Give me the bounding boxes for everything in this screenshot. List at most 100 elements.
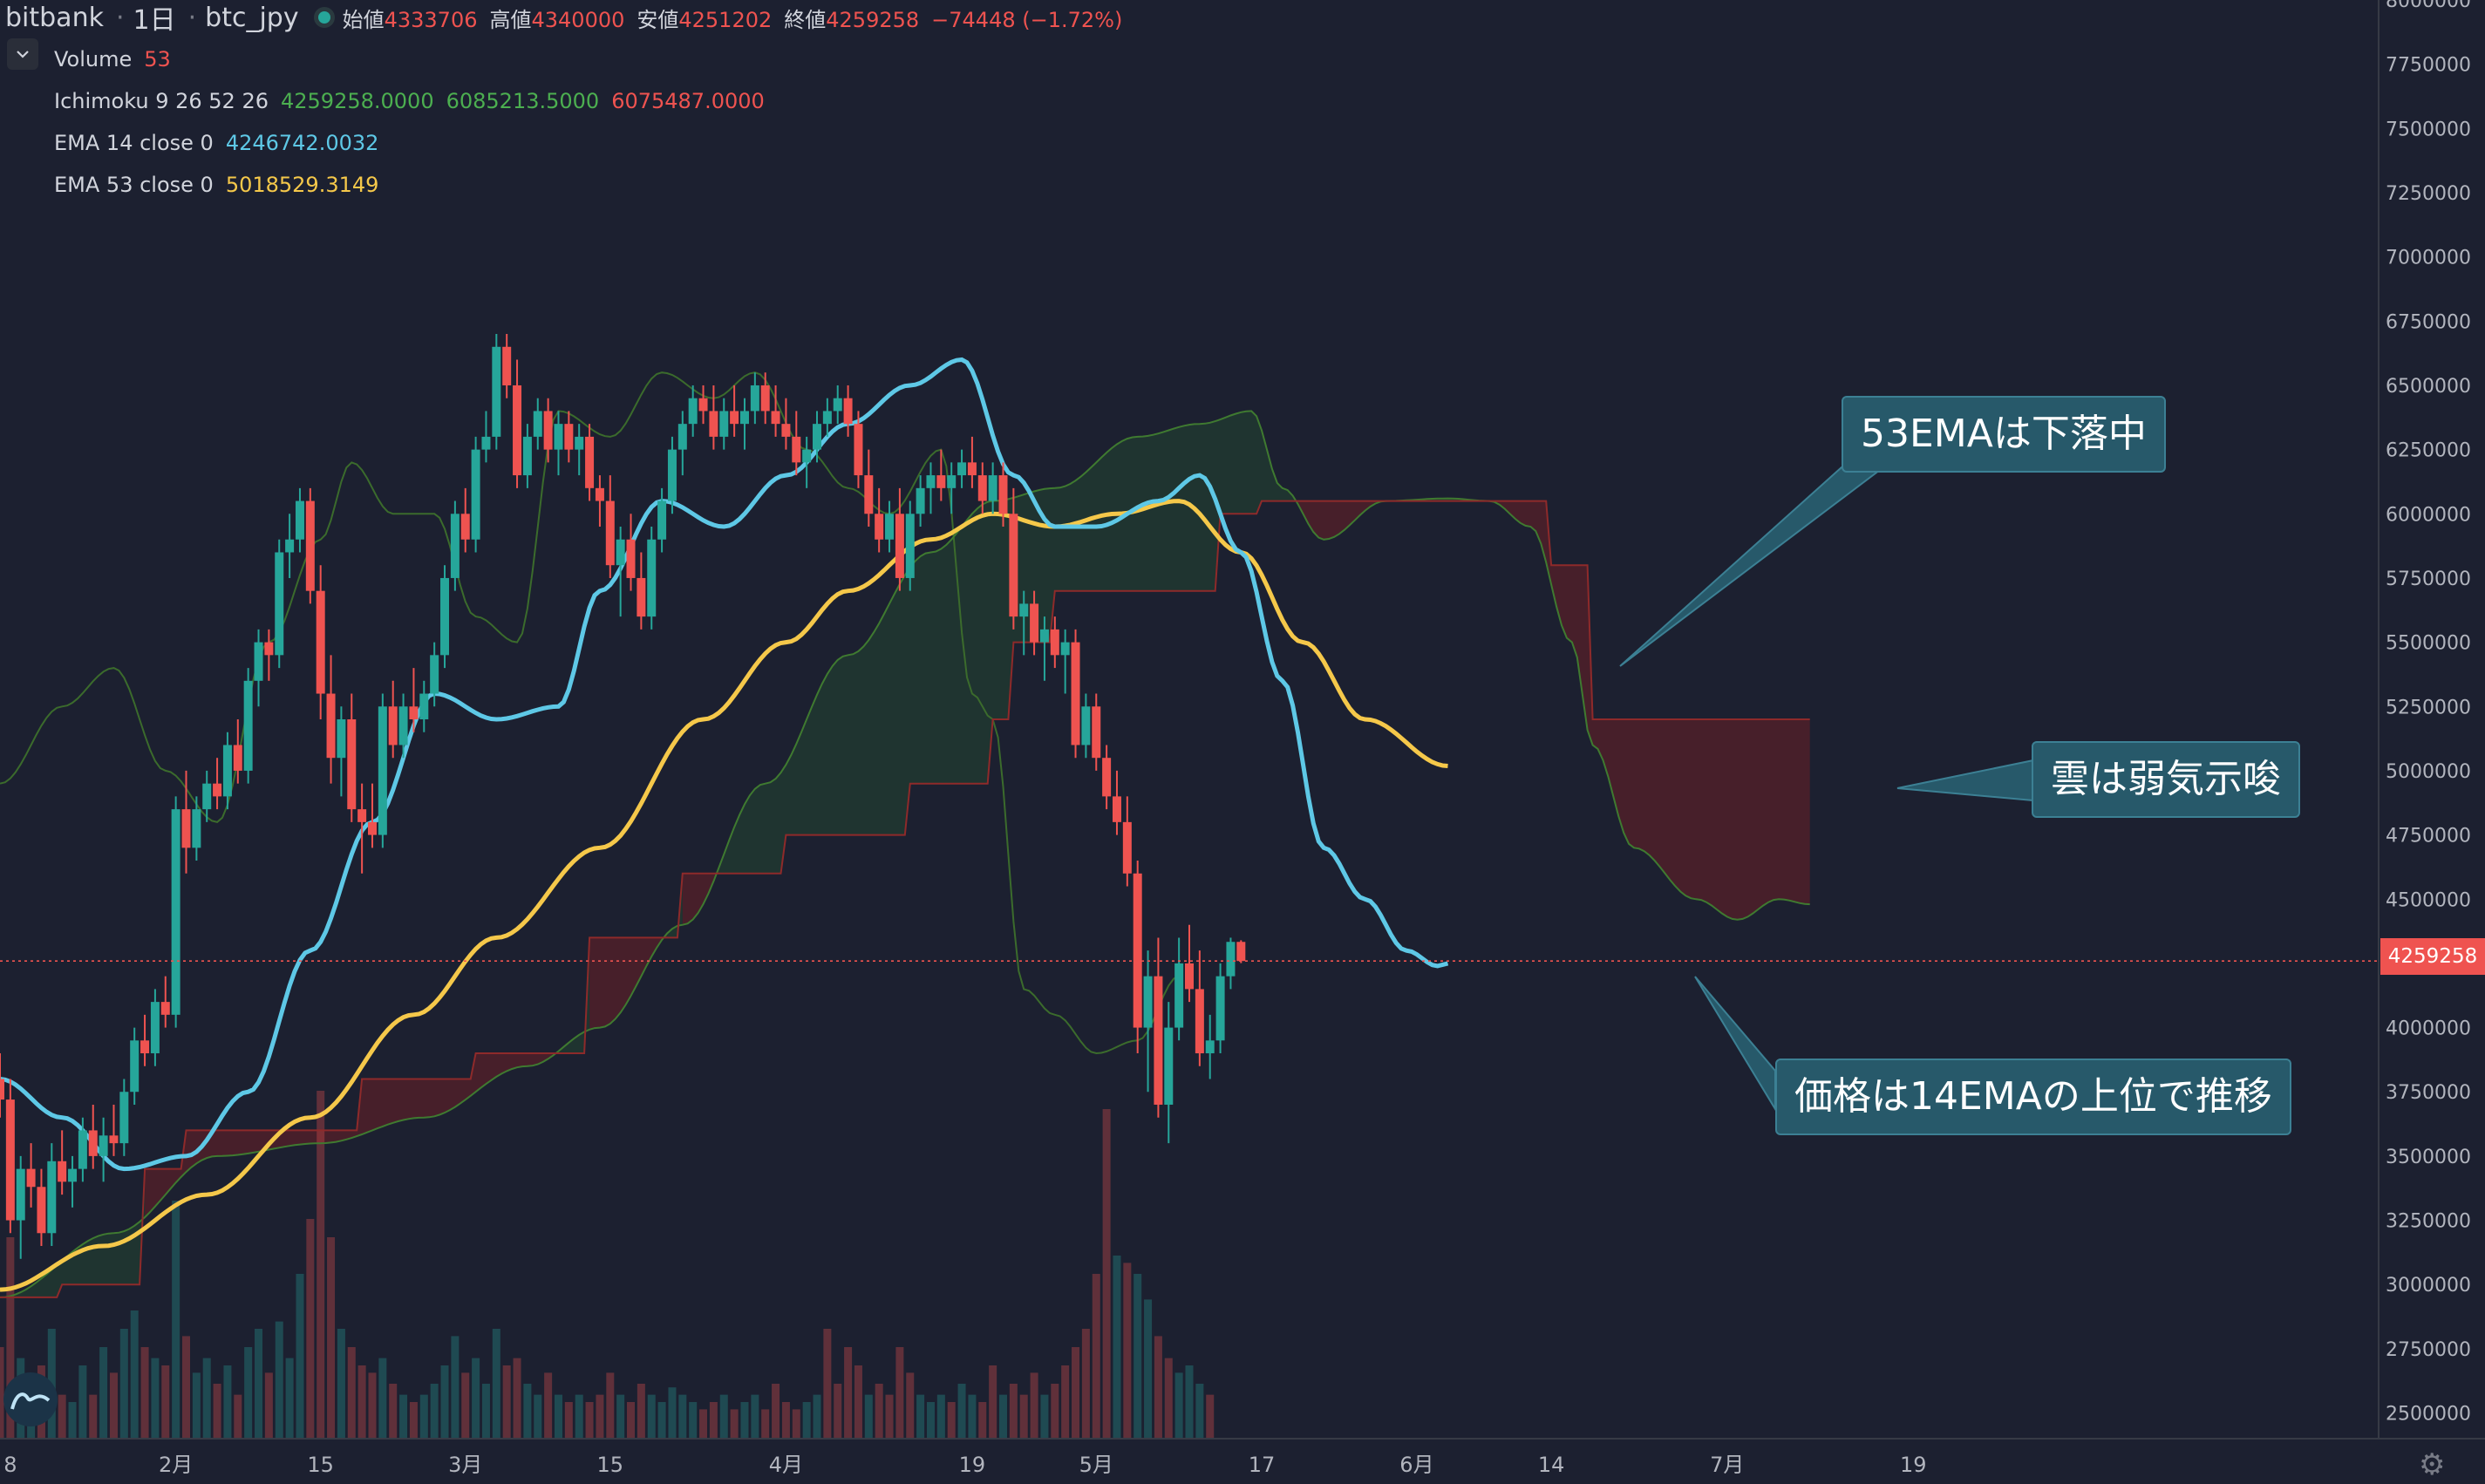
volume-bar <box>802 1402 811 1439</box>
candle-body <box>1236 942 1246 962</box>
volume-bar <box>213 1384 221 1439</box>
candle-body <box>605 500 615 566</box>
volume-bar <box>834 1384 842 1439</box>
volume-bar <box>1206 1394 1215 1439</box>
x-tick-label: 15 <box>597 1453 624 1477</box>
candle <box>233 719 242 784</box>
candle-body <box>936 475 946 488</box>
annotation-cloud-bearish[interactable]: 雲は弱気示唆 <box>2032 741 2300 818</box>
volume-bar <box>895 1347 904 1439</box>
candle-body <box>730 411 739 425</box>
candle <box>657 487 667 553</box>
x-tick-label: 5月 <box>1079 1453 1113 1477</box>
volume-bar <box>1174 1372 1183 1439</box>
ema14-line <box>0 357 1449 1172</box>
candle <box>222 732 232 810</box>
y-tick-label: 8000000 <box>2386 0 2471 12</box>
volume-bar <box>1040 1394 1049 1439</box>
volume-bar <box>89 1394 98 1439</box>
gear-icon[interactable]: ⚙ <box>2419 1447 2446 1482</box>
candle-body <box>875 514 884 540</box>
candle-body <box>222 745 232 797</box>
volume-bar <box>544 1372 553 1439</box>
volume-bar <box>936 1394 945 1439</box>
candle-body <box>181 809 191 848</box>
volume-bar <box>130 1310 139 1439</box>
candle <box>181 770 191 874</box>
candle-body <box>771 411 780 425</box>
candle <box>595 475 604 528</box>
volume-bar <box>1123 1263 1132 1439</box>
volume-bar <box>378 1358 387 1439</box>
interval-label[interactable]: 1日 <box>133 5 176 36</box>
y-tick-label: 4750000 <box>2386 826 2471 848</box>
candle-body <box>533 411 542 437</box>
volume-bar <box>554 1394 562 1439</box>
candle <box>739 398 749 450</box>
x-tick-label: 19 <box>959 1453 986 1477</box>
candle <box>1185 924 1194 1003</box>
candle-body <box>1143 976 1153 1028</box>
volume-bar <box>947 1402 956 1439</box>
volume-bar <box>99 1347 108 1439</box>
candle <box>378 693 387 848</box>
volume-bar <box>306 1219 315 1439</box>
candle-body <box>202 783 212 810</box>
senkou-span-b-line <box>0 500 1810 1298</box>
candle <box>822 398 832 437</box>
y-tick-label: 3750000 <box>2386 1082 2471 1104</box>
candle <box>667 436 677 514</box>
candle <box>140 1014 150 1066</box>
volume-bar <box>1134 1274 1142 1439</box>
candle-body <box>719 411 729 437</box>
candle <box>543 398 553 463</box>
y-tick-label: 5750000 <box>2386 568 2471 590</box>
candle <box>160 976 170 1028</box>
ichimoku-legend[interactable]: Ichimoku 9 26 52 26 4259258.0000 6085213… <box>54 84 777 119</box>
candle <box>502 334 512 398</box>
chevron-down-icon[interactable] <box>7 38 38 70</box>
volume-bar <box>1164 1358 1173 1439</box>
volume-bar <box>761 1409 770 1439</box>
tradingview-logo-icon[interactable] <box>3 1372 58 1426</box>
candle-body <box>1164 1027 1174 1105</box>
candle <box>388 680 398 759</box>
candle-body <box>1185 963 1194 990</box>
ema14-legend[interactable]: EMA 14 close 0 4246742.0032 <box>54 126 391 160</box>
candle-body <box>760 385 770 412</box>
volume-bar <box>689 1402 698 1439</box>
candle <box>1019 590 1029 656</box>
candle <box>119 1079 129 1156</box>
ema53-legend[interactable]: EMA 53 close 0 5018529.3149 <box>54 167 391 202</box>
candle-body <box>647 539 657 617</box>
y-tick-label: 3500000 <box>2386 1147 2471 1168</box>
ichimoku-conversion-value: 4259258.0000 <box>281 89 434 113</box>
candle-body <box>895 514 904 578</box>
volume-bar <box>202 1358 211 1439</box>
ichimoku-cloud <box>589 933 667 1030</box>
candle-body <box>367 821 377 835</box>
x-tick-label: 3月 <box>448 1453 482 1477</box>
y-tick-label: 4000000 <box>2386 1018 2471 1040</box>
candle-body <box>37 1187 46 1234</box>
candle <box>513 359 522 488</box>
annotation-price-above-ema14[interactable]: 価格は14EMAの上位で推移 <box>1775 1059 2291 1135</box>
candle <box>677 411 687 476</box>
candle-body <box>564 424 574 450</box>
volume-bar <box>1102 1109 1111 1439</box>
candle-body <box>275 552 284 656</box>
annotation-ema53-falling[interactable]: 53EMAは下落中 <box>1842 396 2166 473</box>
candle-body <box>688 398 698 425</box>
ohlc-value: 4259258 <box>826 7 920 32</box>
volume-bar <box>1081 1329 1090 1439</box>
candle-body <box>16 1168 25 1221</box>
candle <box>1215 963 1225 1054</box>
volume-legend[interactable]: Volume 53 <box>54 42 183 77</box>
candle-body <box>378 706 387 835</box>
candle-body <box>160 1002 170 1015</box>
volume-bar <box>1144 1299 1153 1439</box>
candle <box>843 385 853 437</box>
volume-bar <box>296 1274 304 1439</box>
candle-body <box>813 424 822 450</box>
x-tick-label: 14 <box>1538 1453 1565 1477</box>
